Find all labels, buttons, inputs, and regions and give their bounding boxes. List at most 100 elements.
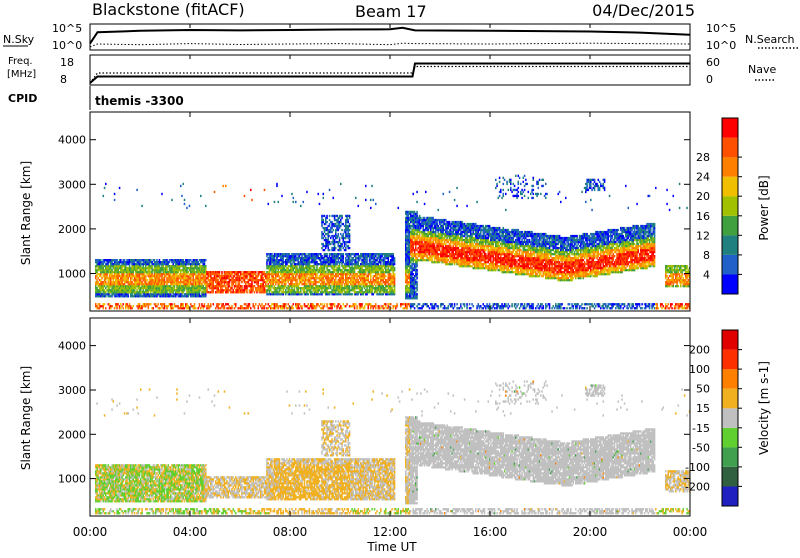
freq-tick-bottom: 8 xyxy=(60,73,67,86)
power-cell xyxy=(130,305,132,307)
power-cell xyxy=(183,259,185,261)
power-cell xyxy=(293,303,295,305)
power-cell xyxy=(229,285,231,287)
power-cell xyxy=(204,303,206,305)
power-cell xyxy=(204,261,206,263)
power-cell xyxy=(345,223,347,225)
nsearch-label: N.Search xyxy=(745,33,795,46)
power-cell xyxy=(186,207,188,209)
power-cell xyxy=(383,285,385,287)
power-cell xyxy=(274,257,276,259)
power-cell xyxy=(190,303,192,305)
power-cell xyxy=(371,289,373,291)
date-title: 04/Dec/2015 xyxy=(592,1,695,20)
power-cell xyxy=(181,195,183,197)
power-cell xyxy=(193,277,195,279)
power-cell xyxy=(254,307,256,309)
power-cell xyxy=(314,265,316,267)
power-cell xyxy=(203,285,205,287)
power-cell xyxy=(298,259,300,261)
power-cell xyxy=(284,287,286,289)
power-cell xyxy=(294,289,296,291)
power-cell xyxy=(100,259,102,261)
power-cell xyxy=(289,275,291,277)
power-cell xyxy=(174,287,176,289)
power-cell xyxy=(168,305,170,307)
power-cell xyxy=(199,263,201,265)
power-cell xyxy=(321,217,323,219)
power-cell xyxy=(241,287,243,289)
power-cell xyxy=(305,277,307,279)
power-cell xyxy=(104,187,106,189)
power-cell xyxy=(146,279,148,281)
power-cell xyxy=(326,303,328,305)
power-cell xyxy=(134,289,136,291)
power-cell xyxy=(283,293,285,295)
power-cell xyxy=(213,281,215,283)
power-cell xyxy=(278,273,280,275)
power-cell xyxy=(296,265,298,267)
power-cell xyxy=(154,259,156,261)
power-cell xyxy=(123,303,125,305)
power-cell xyxy=(394,275,396,277)
power-cell xyxy=(323,237,325,239)
power-cell xyxy=(114,193,116,195)
power-cell xyxy=(376,291,378,293)
power-cell xyxy=(141,281,143,283)
power-cell xyxy=(156,305,158,307)
power-cell xyxy=(214,191,216,193)
station-title: Blackstone (fitACF) xyxy=(92,0,245,19)
power-cell xyxy=(358,205,360,207)
power-cell xyxy=(370,275,372,277)
power-cell xyxy=(125,307,127,309)
power-cell xyxy=(309,263,311,265)
power-cell xyxy=(420,227,422,229)
power-cell xyxy=(105,291,107,293)
power-cell xyxy=(205,279,207,281)
power-cell xyxy=(279,291,281,293)
power-cell xyxy=(109,293,111,295)
power-cell xyxy=(133,305,135,307)
power-cell xyxy=(316,265,318,267)
power-cell xyxy=(151,273,153,275)
power-cell xyxy=(308,303,310,305)
power-cell xyxy=(150,259,152,261)
power-cell xyxy=(409,255,411,257)
cpid-panel: CPID themis -3300 xyxy=(8,86,184,110)
power-cell xyxy=(375,285,377,287)
power-cell xyxy=(104,285,106,287)
power-cell xyxy=(200,289,202,291)
power-cell xyxy=(421,307,423,309)
power-cell xyxy=(326,227,328,229)
power-cell xyxy=(331,231,333,233)
power-cell xyxy=(263,283,265,285)
power-cell xyxy=(349,233,351,235)
power-cell xyxy=(100,291,102,293)
cpid-text: themis -3300 xyxy=(95,94,184,108)
beam-title: Beam 17 xyxy=(355,2,427,21)
power-cell xyxy=(324,303,326,305)
power-cell xyxy=(150,303,152,305)
power-cell xyxy=(276,257,278,259)
power-cell xyxy=(95,267,97,269)
power-cell xyxy=(253,275,255,277)
power-cell xyxy=(364,307,366,309)
power-cell xyxy=(419,215,421,217)
power-cell xyxy=(183,291,185,293)
power-cell xyxy=(324,281,326,283)
power-cell xyxy=(329,249,331,251)
power-cell xyxy=(408,221,410,223)
power-cell xyxy=(121,281,123,283)
power-cell xyxy=(414,223,416,225)
power-cell xyxy=(339,263,341,265)
power-cell xyxy=(151,267,153,269)
power-cell xyxy=(200,307,202,309)
power-cell xyxy=(338,219,340,221)
power-cell xyxy=(415,255,417,257)
nsearch-tick-top: 10^5 xyxy=(706,22,736,35)
power-cell xyxy=(385,275,387,277)
power-cell xyxy=(144,273,146,275)
power-cell xyxy=(328,247,330,249)
power-cell xyxy=(304,289,306,291)
power-cell xyxy=(301,281,303,283)
